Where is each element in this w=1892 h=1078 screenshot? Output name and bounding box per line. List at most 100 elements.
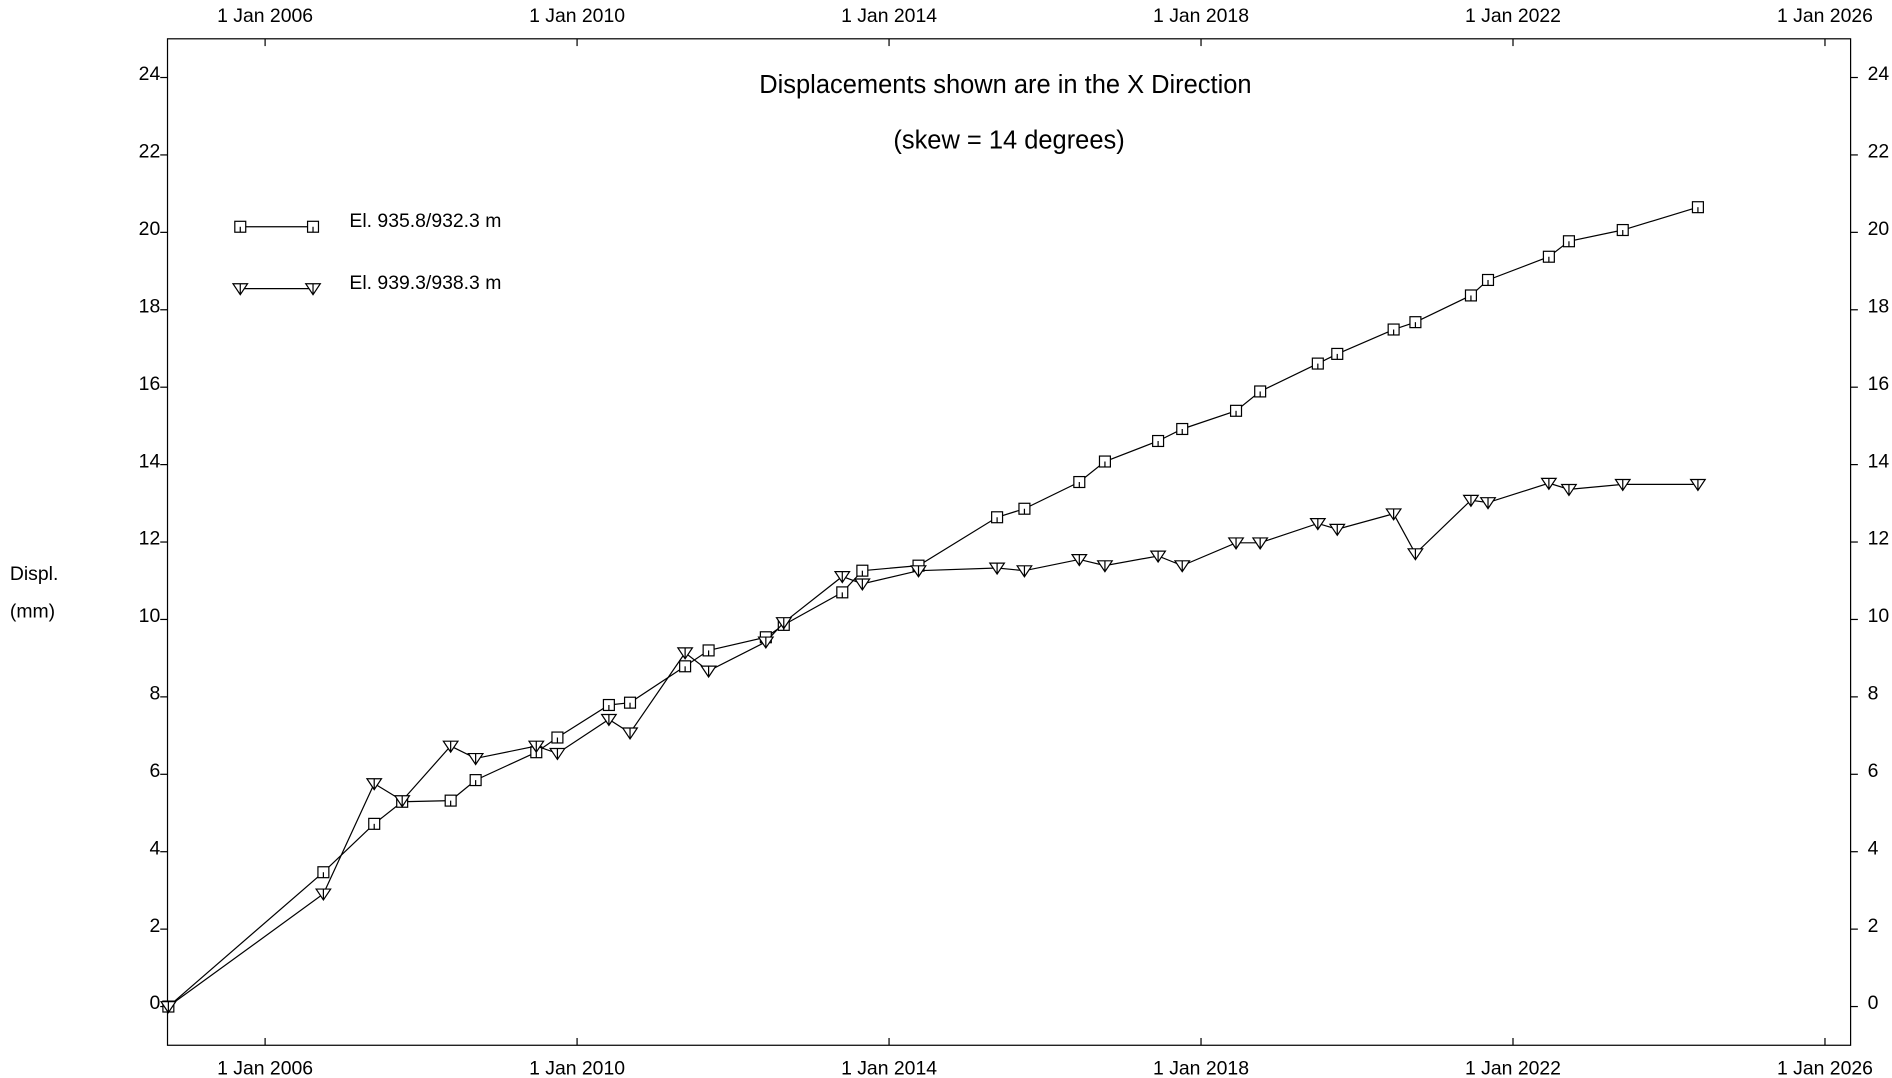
data-point bbox=[836, 586, 849, 599]
y-tick-label: 22 bbox=[1868, 141, 1890, 163]
x-tick-label: 1 Jan 2018 bbox=[1153, 1058, 1249, 1078]
x-tick-label: 1 Jan 2010 bbox=[529, 5, 625, 27]
data-point bbox=[467, 752, 485, 766]
y-tick-label: 16 bbox=[1868, 373, 1890, 395]
data-point bbox=[853, 578, 871, 591]
data-point bbox=[1614, 478, 1632, 492]
y-tick-label: 24 bbox=[139, 63, 161, 85]
y-tick-label: 2 bbox=[1868, 915, 1879, 937]
data-point bbox=[317, 866, 330, 879]
data-point bbox=[1096, 560, 1114, 573]
x-tick-label: 1 Jan 2006 bbox=[217, 1058, 313, 1078]
y-tick-label: 2 bbox=[149, 915, 160, 937]
data-point bbox=[1409, 316, 1422, 329]
data-point bbox=[1149, 550, 1167, 564]
y-tick-label: 16 bbox=[139, 373, 161, 395]
data-point bbox=[1462, 494, 1480, 508]
data-point bbox=[910, 565, 927, 578]
y-tick-label: 6 bbox=[1868, 760, 1879, 782]
data-point bbox=[757, 636, 775, 650]
x-tick-label: 1 Jan 2022 bbox=[1465, 1058, 1561, 1078]
data-point bbox=[1407, 548, 1424, 561]
data-point bbox=[775, 617, 793, 630]
data-point bbox=[1254, 385, 1267, 398]
data-point bbox=[1309, 517, 1327, 531]
data-point bbox=[1479, 497, 1497, 510]
data-point bbox=[393, 795, 411, 808]
data-point bbox=[700, 665, 718, 679]
y-tick-label: 20 bbox=[1868, 218, 1890, 240]
data-point bbox=[621, 727, 639, 741]
legend-marker bbox=[231, 283, 249, 296]
data-point bbox=[1018, 502, 1031, 515]
chart-subtitle: (skew = 14 degrees) bbox=[893, 127, 1124, 155]
y-tick-label: 10 bbox=[1868, 605, 1890, 627]
y-tick-label: 4 bbox=[149, 837, 160, 859]
data-point bbox=[527, 740, 545, 754]
y-tick-label: 8 bbox=[149, 683, 160, 705]
data-point bbox=[1387, 323, 1400, 336]
series-line bbox=[168, 482, 1698, 1008]
y-tick-label: 6 bbox=[149, 760, 160, 782]
legend-label: El. 939.3/938.3 m bbox=[349, 272, 501, 294]
y-axis-label: (mm) bbox=[10, 600, 55, 622]
y-tick-label: 24 bbox=[1868, 63, 1890, 85]
data-point bbox=[1176, 422, 1189, 436]
data-point bbox=[314, 888, 332, 902]
data-point bbox=[600, 713, 618, 727]
data-point bbox=[1481, 273, 1495, 287]
data-point bbox=[1229, 404, 1243, 417]
y-axis-label: Displ. bbox=[10, 563, 59, 585]
data-point bbox=[1251, 537, 1269, 550]
y-tick-label: 8 bbox=[1868, 683, 1879, 705]
data-point bbox=[1227, 537, 1245, 550]
data-point bbox=[1331, 347, 1344, 360]
x-tick-label: 1 Jan 2006 bbox=[217, 5, 313, 27]
data-point bbox=[676, 647, 694, 660]
data-point bbox=[551, 731, 564, 744]
data-point bbox=[549, 747, 566, 761]
data-point bbox=[679, 660, 692, 673]
data-point bbox=[1173, 560, 1191, 573]
x-tick-label: 1 Jan 2026 bbox=[1777, 5, 1873, 27]
data-point bbox=[469, 774, 482, 787]
data-point bbox=[1689, 478, 1707, 492]
series-line bbox=[167, 206, 1699, 1008]
data-point bbox=[1016, 565, 1033, 578]
data-point bbox=[988, 562, 1006, 576]
data-point bbox=[1070, 553, 1088, 567]
x-tick-label: 1 Jan 2026 bbox=[1777, 1058, 1873, 1078]
data-point bbox=[1560, 483, 1578, 497]
y-tick-label: 12 bbox=[139, 528, 161, 550]
data-point bbox=[833, 571, 851, 584]
data-point bbox=[1464, 289, 1477, 302]
y-tick-label: 0 bbox=[1868, 992, 1879, 1014]
y-tick-label: 20 bbox=[139, 218, 161, 240]
data-point bbox=[856, 564, 869, 577]
data-point bbox=[1616, 223, 1629, 237]
x-tick-label: 1 Jan 2014 bbox=[841, 1058, 937, 1078]
data-point bbox=[1562, 235, 1576, 248]
y-tick-label: 4 bbox=[1868, 837, 1879, 859]
data-point bbox=[1542, 250, 1555, 263]
legend-marker bbox=[234, 220, 247, 233]
legend-marker bbox=[306, 220, 320, 233]
data-point bbox=[1691, 201, 1704, 214]
x-tick-label: 1 Jan 2014 bbox=[841, 5, 937, 27]
data-point bbox=[444, 794, 457, 807]
data-point bbox=[702, 644, 715, 657]
data-point bbox=[991, 511, 1004, 524]
legend-marker bbox=[304, 283, 322, 296]
y-tick-label: 14 bbox=[1868, 450, 1890, 472]
data-point bbox=[623, 696, 637, 709]
data-point bbox=[1073, 475, 1086, 489]
y-tick-label: 0 bbox=[149, 992, 160, 1014]
data-point bbox=[1385, 508, 1403, 521]
y-tick-label: 14 bbox=[139, 450, 161, 472]
data-point bbox=[1152, 434, 1165, 448]
x-tick-label: 1 Jan 2010 bbox=[529, 1058, 625, 1078]
plot-frame bbox=[166, 38, 1852, 1046]
data-point bbox=[1540, 477, 1558, 491]
